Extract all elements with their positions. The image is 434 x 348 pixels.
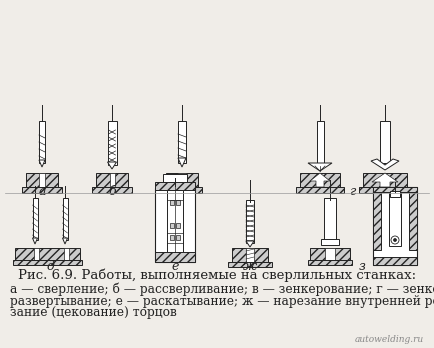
Circle shape (394, 238, 397, 242)
Bar (232, 248, 268, 262)
Bar (163, 174, 187, 182)
Text: Рис. 6.9. Работы, выполняемые на сверлильных станках:: Рис. 6.9. Работы, выполняемые на сверлил… (18, 268, 416, 282)
Bar (26, 173, 58, 187)
Text: з: з (358, 260, 365, 273)
Polygon shape (310, 173, 330, 187)
Text: а — сверление; б — рассверливание; в — зенкерование; г — зенкование; д —: а — сверление; б — рассверливание; в — з… (10, 282, 434, 295)
Circle shape (391, 236, 399, 244)
Bar (176, 223, 180, 228)
Bar (167, 190, 183, 252)
Bar (62, 198, 68, 240)
Bar (246, 248, 254, 262)
Bar (325, 248, 335, 260)
Bar (296, 187, 344, 193)
Bar (13, 260, 82, 265)
Bar (373, 192, 381, 250)
Bar (389, 192, 401, 246)
Bar (155, 252, 195, 262)
Bar (380, 121, 390, 163)
Bar (92, 187, 132, 193)
Bar (316, 121, 323, 163)
Text: в: в (178, 185, 186, 198)
Bar (109, 173, 115, 187)
Polygon shape (371, 159, 399, 170)
Bar (308, 260, 352, 265)
Bar (324, 198, 336, 240)
Polygon shape (372, 173, 398, 187)
Bar (96, 173, 128, 187)
Text: а: а (38, 185, 46, 198)
Bar (176, 235, 180, 240)
Bar (170, 223, 174, 228)
Bar (22, 187, 62, 193)
Bar (390, 191, 400, 197)
Bar (246, 200, 254, 243)
Polygon shape (33, 238, 37, 244)
Bar (64, 248, 69, 260)
Bar (359, 187, 411, 193)
Polygon shape (62, 238, 68, 244)
Bar (162, 187, 202, 193)
Bar (373, 187, 417, 265)
Bar (39, 121, 45, 163)
Polygon shape (108, 162, 116, 169)
Bar (33, 198, 37, 240)
Bar (300, 173, 340, 187)
Bar (409, 192, 417, 250)
Bar (15, 248, 80, 260)
Bar (321, 239, 339, 245)
Bar (363, 173, 407, 187)
Bar (39, 173, 45, 187)
Bar (166, 173, 198, 187)
Bar (170, 235, 174, 240)
Bar (108, 121, 116, 165)
Polygon shape (178, 158, 186, 167)
Bar (310, 248, 350, 260)
Text: д: д (46, 260, 54, 273)
Bar (178, 173, 186, 187)
Bar (155, 188, 195, 262)
Text: autowelding.ru: autowelding.ru (355, 335, 424, 344)
Polygon shape (308, 163, 332, 171)
Bar (170, 200, 174, 205)
Text: развертывание; е — раскатывание; ж — нарезание внутренней резьбы; з — подре-: развертывание; е — раскатывание; ж — нар… (10, 294, 434, 308)
Bar (155, 182, 195, 190)
Text: г: г (349, 185, 355, 198)
Text: ж: ж (243, 260, 257, 273)
Polygon shape (246, 241, 254, 247)
Text: б: б (108, 185, 116, 198)
Bar (373, 187, 417, 192)
Polygon shape (39, 160, 45, 167)
Bar (228, 262, 272, 267)
Text: е: е (171, 260, 179, 273)
Bar (34, 248, 39, 260)
Bar (178, 121, 186, 163)
Bar (373, 257, 417, 265)
Bar (176, 200, 180, 205)
Text: зание (цекование) торцов: зание (цекование) торцов (10, 306, 177, 319)
